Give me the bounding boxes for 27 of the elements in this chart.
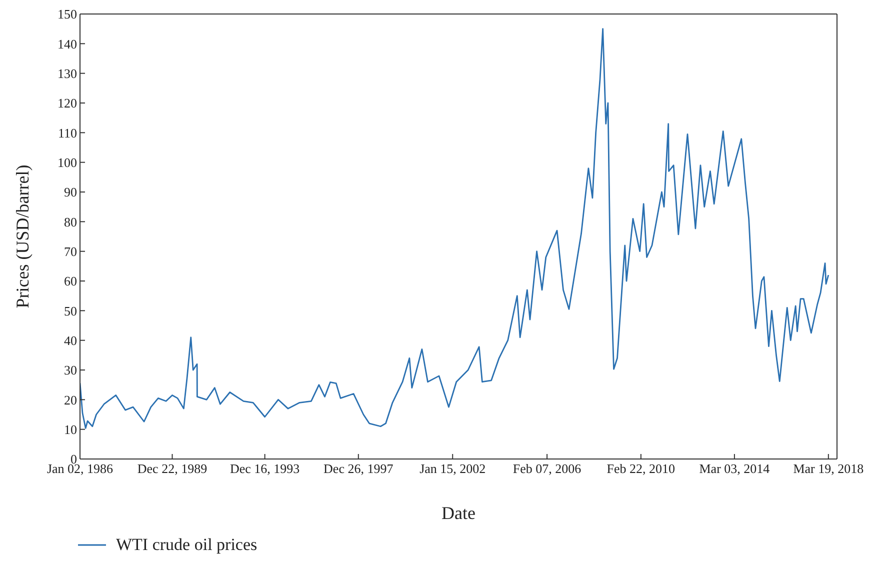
y-tick-label: 90 (64, 184, 77, 200)
y-tick-label: 110 (58, 125, 77, 140)
x-axis-title: Date (442, 503, 476, 523)
x-tick-label: Mar 03, 2014 (699, 461, 770, 476)
x-tick-label: Dec 22, 1989 (137, 461, 208, 476)
y-tick-label: 120 (58, 96, 77, 111)
line-series (80, 28, 830, 429)
y-tick-label: 70 (64, 244, 77, 259)
y-tick-label: 130 (58, 66, 77, 81)
y-tick-label: 150 (58, 6, 77, 22)
x-tick-label: Jan 15, 2002 (420, 461, 486, 476)
x-tick-label: Dec 16, 1993 (230, 461, 300, 476)
y-tick-label: 100 (58, 154, 77, 170)
x-tick-label: Feb 07, 2006 (512, 461, 582, 476)
x-tick-label: Feb 22, 2010 (606, 461, 676, 476)
y-tick-label: 60 (64, 274, 77, 289)
y-tick-label: 30 (64, 362, 77, 378)
legend-label: WTI crude oil prices (116, 535, 258, 555)
y-tick-label: 10 (64, 422, 77, 437)
y-tick-label: 80 (64, 214, 77, 230)
y-tick-label: 20 (64, 392, 77, 408)
y-axis-title: Prices (USD/barrel) (12, 164, 32, 308)
y-tick-label: 40 (64, 332, 77, 348)
x-tick-label: Mar 19, 2018 (793, 461, 864, 476)
y-tick-label: 50 (64, 303, 77, 318)
x-tick-label: Dec 26, 1997 (324, 461, 394, 476)
y-tick-label: 140 (58, 36, 77, 52)
